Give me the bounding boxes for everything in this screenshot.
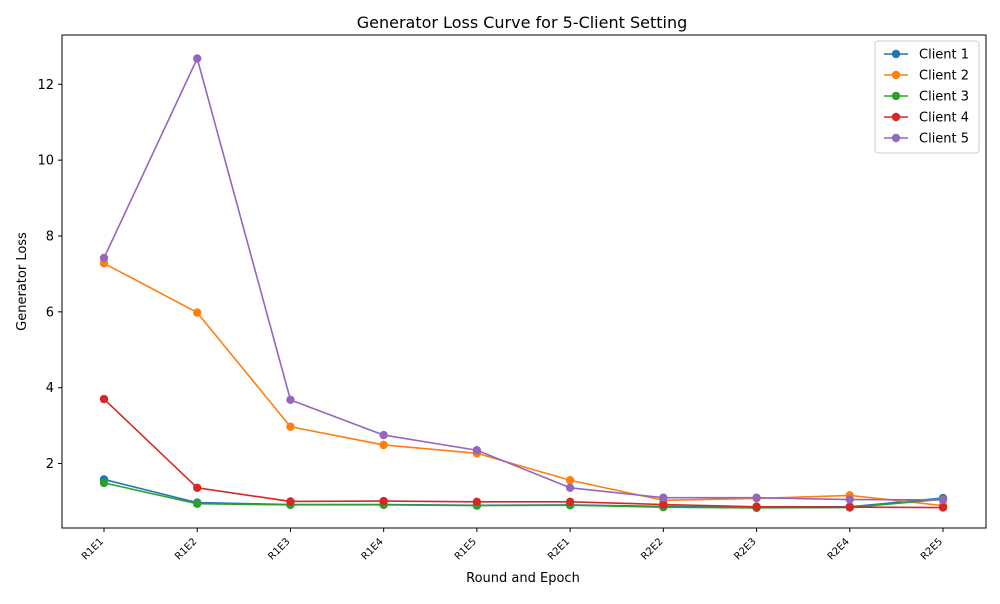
legend-item: Client 4 — [884, 111, 969, 126]
data-point — [472, 497, 482, 507]
x-tick-label: R2E5 — [919, 536, 945, 562]
data-point — [99, 478, 109, 488]
legend-label: Client 1 — [919, 48, 969, 63]
series-line — [103, 57, 944, 501]
data-point — [379, 496, 388, 506]
data-point — [938, 495, 948, 505]
data-point — [659, 500, 668, 509]
series-line — [103, 262, 944, 507]
x-axis: R1E1 R1E2 R1E3 R1E4 R1E5 R2E1 R2E2 R2E3 R2E4 R2E5 — [80, 528, 945, 563]
data-point — [472, 446, 482, 455]
y-tick-label: 8 — [46, 229, 54, 244]
series-line — [103, 398, 944, 509]
data-point — [379, 440, 388, 450]
x-tick-label: R1E2 — [173, 536, 199, 562]
data-point — [845, 502, 854, 512]
chart-title: Generator Loss Curve for 5-Client Settin… — [357, 13, 688, 32]
data-point — [193, 308, 202, 317]
data-point — [286, 395, 295, 405]
legend-marker — [891, 49, 901, 59]
y-axis: 2 4 6 8 10 12 — [37, 78, 62, 472]
x-tick-label: R2E2 — [639, 536, 665, 562]
legend-label: Client 3 — [919, 90, 969, 105]
y-tick-label: 10 — [37, 154, 54, 169]
data-point — [193, 499, 202, 508]
data-point — [565, 476, 575, 485]
data-point — [99, 394, 109, 404]
legend: Client 1 Client 2 Client 3 Client 4 Client 5 — [874, 40, 980, 154]
x-tick-label: R1E3 — [266, 536, 292, 562]
y-tick-label: 2 — [46, 457, 54, 472]
data-point — [752, 493, 761, 502]
data-point — [193, 54, 202, 63]
legend-marker — [891, 133, 901, 143]
legend-label: Client 5 — [919, 132, 969, 147]
data-point — [193, 483, 202, 493]
data-point — [379, 430, 388, 440]
series-layer — [99, 54, 948, 513]
y-axis-label: Generator Loss — [15, 232, 30, 331]
x-tick-label: R1E4 — [360, 536, 386, 562]
x-tick-label: R2E4 — [826, 536, 852, 562]
data-point — [845, 495, 854, 504]
series-line — [103, 482, 944, 509]
data-point — [938, 503, 948, 512]
legend-label: Client 4 — [919, 111, 969, 126]
data-point — [565, 497, 575, 507]
y-tick-label: 12 — [37, 78, 54, 93]
legend-item: Client 2 — [884, 69, 969, 84]
x-tick-label: R2E1 — [546, 536, 572, 562]
series-2 — [99, 259, 948, 510]
legend-label: Client 2 — [919, 69, 969, 84]
y-tick-label: 4 — [46, 381, 54, 396]
legend-item: Client 5 — [884, 132, 969, 147]
data-point — [752, 502, 761, 511]
x-tick-label: R2E3 — [733, 536, 759, 562]
data-point — [286, 422, 295, 431]
x-tick-label: R1E1 — [80, 536, 106, 562]
data-point — [99, 253, 109, 263]
legend-marker — [891, 70, 901, 80]
legend-marker — [891, 91, 901, 101]
y-tick-label: 6 — [46, 305, 54, 320]
legend-box — [874, 40, 980, 154]
legend-item: Client 1 — [884, 48, 969, 63]
data-point — [286, 497, 295, 506]
legend-marker — [891, 112, 901, 122]
series-5 — [99, 54, 948, 505]
series-4 — [99, 394, 948, 512]
x-axis-label: Round and Epoch — [466, 571, 580, 586]
legend-item: Client 3 — [884, 90, 969, 105]
data-point — [659, 493, 668, 502]
plot-area — [61, 34, 987, 529]
x-tick-label: R1E5 — [453, 536, 479, 562]
data-point — [565, 483, 575, 493]
